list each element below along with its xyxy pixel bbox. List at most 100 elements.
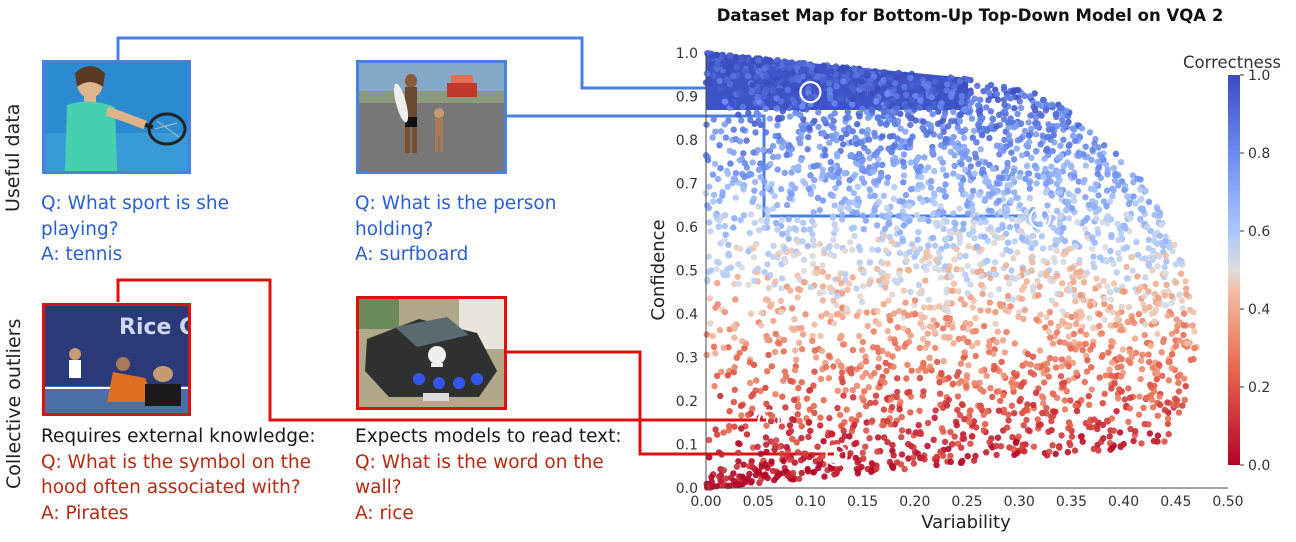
- data-point: [798, 324, 805, 332]
- data-point: [819, 166, 826, 173]
- data-point: [947, 74, 954, 81]
- data-point: [813, 66, 820, 74]
- data-point: [859, 282, 867, 290]
- data-point: [777, 249, 784, 256]
- data-point: [943, 235, 950, 243]
- data-point: [991, 239, 998, 247]
- data-point: [757, 450, 765, 457]
- data-point: [864, 69, 871, 77]
- data-point: [838, 374, 845, 382]
- data-point: [984, 257, 991, 264]
- data-point: [960, 435, 968, 442]
- data-point: [736, 349, 743, 357]
- data-point: [904, 266, 912, 273]
- data-point: [954, 393, 962, 400]
- data-point: [1008, 267, 1015, 274]
- data-point: [965, 338, 972, 346]
- data-point: [964, 289, 971, 297]
- data-point: [1107, 372, 1115, 379]
- data-point: [781, 245, 789, 252]
- data-point: [800, 88, 807, 96]
- data-point: [866, 259, 874, 266]
- data-point: [894, 324, 901, 331]
- data-point: [874, 308, 881, 315]
- data-point: [932, 407, 939, 414]
- data-point: [1030, 232, 1037, 239]
- data-point: [989, 115, 996, 122]
- data-point: [725, 427, 732, 434]
- data-point: [811, 176, 818, 184]
- data-point: [1101, 316, 1108, 323]
- data-point: [1029, 353, 1037, 360]
- data-point: [706, 75, 713, 82]
- data-point: [956, 251, 963, 259]
- data-point: [785, 215, 792, 223]
- data-point: [1008, 216, 1016, 223]
- data-point: [1095, 164, 1103, 171]
- data-point: [1145, 198, 1153, 206]
- data-point: [801, 180, 809, 187]
- data-point: [1109, 444, 1116, 451]
- data-point: [1072, 243, 1080, 250]
- data-point: [1066, 141, 1073, 148]
- data-point: [943, 402, 951, 409]
- data-point: [778, 285, 785, 292]
- data-point: [764, 261, 771, 268]
- data-point: [853, 312, 861, 319]
- data-point: [1131, 335, 1139, 342]
- data-point: [1049, 340, 1057, 347]
- data-point: [961, 349, 968, 356]
- data-point: [1151, 318, 1158, 325]
- data-point: [735, 111, 742, 118]
- data-point: [809, 252, 816, 260]
- data-point: [992, 258, 999, 266]
- data-point: [1125, 200, 1133, 208]
- data-point: [739, 126, 747, 133]
- data-point: [976, 379, 983, 386]
- data-point: [798, 346, 806, 353]
- data-point: [1039, 132, 1046, 139]
- data-point: [810, 382, 817, 389]
- data-point: [851, 66, 859, 73]
- data-point: [994, 180, 1001, 187]
- data-point: [972, 314, 979, 322]
- data-point: [970, 127, 978, 134]
- data-point: [950, 133, 957, 141]
- data-point: [1143, 224, 1151, 231]
- data-point: [936, 186, 943, 193]
- data-point: [1068, 433, 1076, 440]
- data-point: [1088, 424, 1095, 431]
- data-point: [1101, 295, 1108, 303]
- data-point: [916, 104, 923, 111]
- data-point: [874, 246, 882, 254]
- data-point: [1142, 255, 1149, 262]
- colorbar-tick-label: 0.6: [1248, 224, 1270, 240]
- data-point: [909, 133, 916, 140]
- data-point: [894, 375, 901, 382]
- data-point: [1165, 358, 1172, 366]
- data-point: [871, 192, 878, 200]
- data-point: [731, 215, 738, 222]
- data-point: [1076, 341, 1083, 348]
- data-point: [931, 78, 939, 85]
- data-point: [1086, 401, 1093, 408]
- data-point: [954, 124, 961, 131]
- data-point: [1115, 182, 1122, 189]
- data-point: [940, 209, 947, 216]
- data-point: [883, 367, 890, 375]
- data-point: [1011, 189, 1018, 196]
- data-point: [1003, 329, 1010, 336]
- data-point: [1042, 147, 1050, 154]
- data-point: [807, 172, 814, 179]
- data-point: [1061, 397, 1068, 404]
- y-tick-label: 0.5: [676, 264, 698, 280]
- data-point: [862, 443, 869, 450]
- data-point: [842, 386, 849, 394]
- x-tick-label: 0.00: [690, 494, 721, 510]
- data-point: [983, 372, 990, 380]
- data-point: [893, 93, 900, 100]
- data-point: [965, 362, 972, 369]
- data-point: [970, 228, 977, 235]
- data-point: [986, 134, 993, 142]
- data-point: [825, 80, 833, 87]
